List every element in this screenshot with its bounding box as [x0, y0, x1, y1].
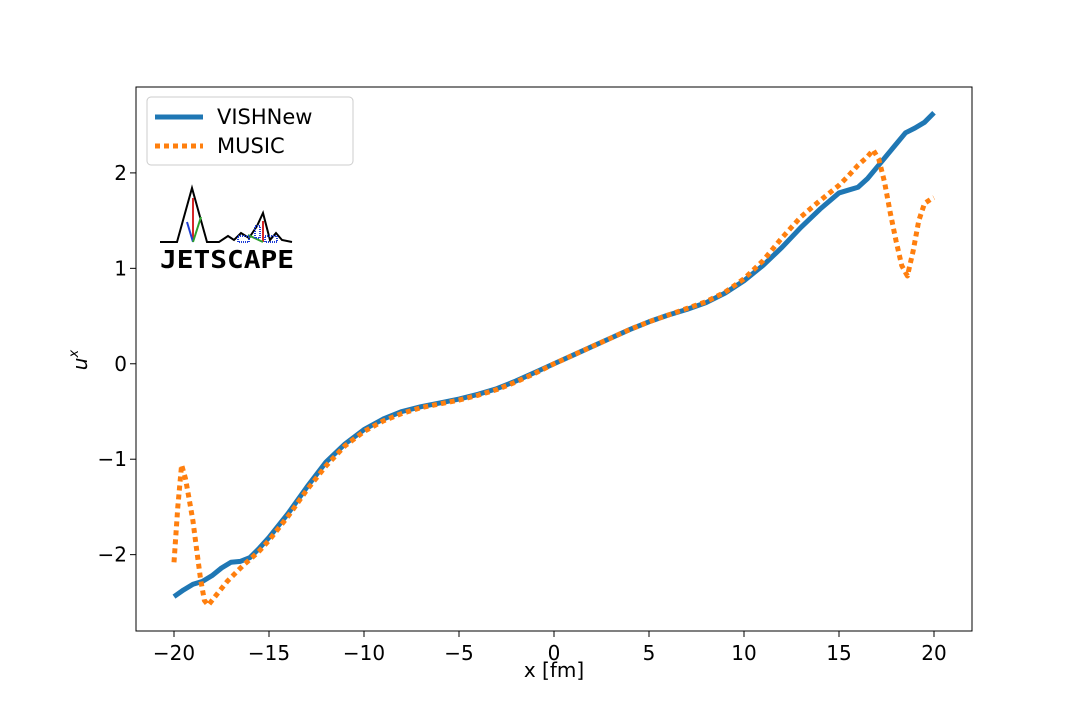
- logo-green-jet-small: [247, 234, 264, 243]
- x-axis-ticks: −20 −15 −10 −5 0 5 10 15 20: [153, 631, 947, 665]
- y-tick-label: 1: [114, 256, 127, 280]
- x-tick-label: 20: [921, 641, 946, 665]
- x-tick-label: −15: [248, 641, 290, 665]
- logo-blue-hatch-mid: [254, 225, 261, 239]
- y-axis-label-superscript: x: [67, 350, 82, 359]
- x-tick-label: −5: [444, 641, 473, 665]
- logo-blue-hatch-left: [237, 235, 250, 243]
- legend-label-music: MUSIC: [217, 134, 285, 158]
- x-tick-label: −10: [343, 641, 385, 665]
- logo-blue-jet: [186, 221, 194, 243]
- y-tick-label: 0: [114, 352, 127, 376]
- y-tick-label: 2: [114, 161, 127, 185]
- y-axis-ticks: −2 −1 0 1 2: [98, 161, 136, 567]
- x-tick-label: −20: [153, 641, 195, 665]
- x-tick-label: 5: [643, 641, 656, 665]
- jetscape-logo: JETSCAPE: [160, 184, 294, 274]
- logo-green-jet: [192, 216, 202, 243]
- y-axis-label: ux: [67, 350, 92, 371]
- legend-label-vishnew: VISHNew: [217, 105, 312, 129]
- legend: VISHNew MUSIC: [146, 96, 354, 166]
- x-tick-label: 10: [731, 641, 756, 665]
- y-tick-label: −2: [98, 543, 127, 567]
- y-axis-label-main: u: [68, 358, 92, 371]
- logo-blue-hatch-right: [264, 235, 278, 243]
- x-tick-label: 0: [548, 641, 561, 665]
- y-axis-label-group: ux: [67, 350, 92, 371]
- series-line-music: [171, 147, 936, 608]
- x-tick-label: 15: [826, 641, 851, 665]
- logo-text: JETSCAPE: [160, 245, 294, 274]
- x-axis-label: x [fm]: [524, 658, 584, 682]
- legend-box: [146, 96, 354, 166]
- series-layer: [171, 111, 936, 608]
- y-tick-label: −1: [98, 447, 127, 471]
